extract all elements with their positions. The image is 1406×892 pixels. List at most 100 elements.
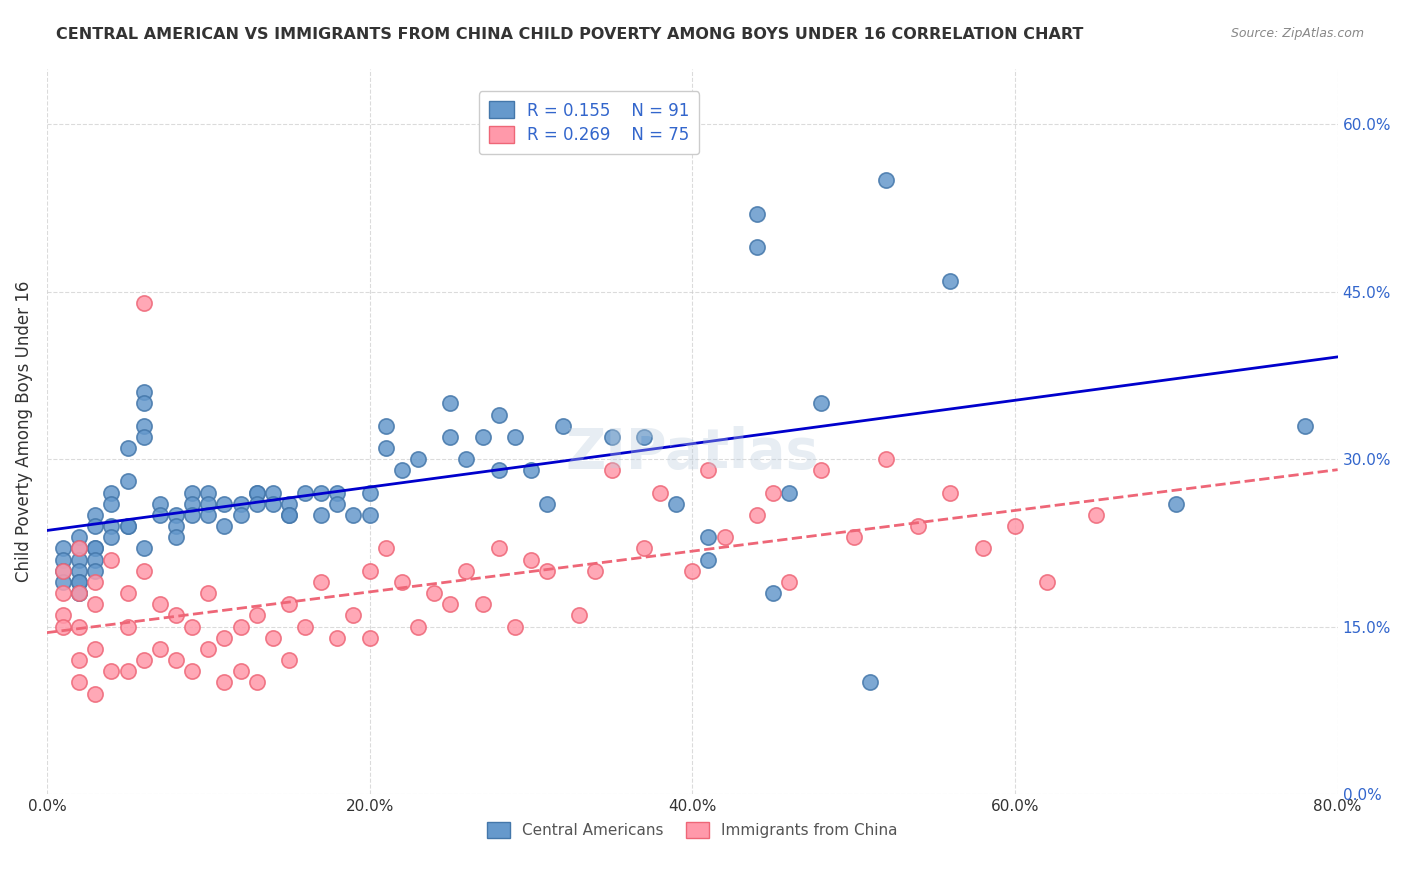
Point (67, 675, 90, 690)
Point (697, 552, 720, 566)
Point (406, 452, 429, 467)
Point (149, 597, 172, 611)
Point (117, 586, 139, 600)
Point (1166, 497, 1188, 511)
Point (406, 619, 429, 633)
Point (84, 508, 107, 522)
Point (181, 497, 204, 511)
Point (67, 552, 90, 566)
Point (875, 173, 897, 187)
Point (1084, 508, 1107, 522)
Point (67, 619, 90, 633)
Point (165, 519, 187, 533)
Point (181, 485, 204, 500)
Point (536, 564, 558, 578)
Point (214, 519, 236, 533)
Point (52, 608, 75, 623)
Point (246, 608, 269, 623)
Point (745, 508, 768, 522)
Point (600, 463, 623, 477)
Point (762, 586, 785, 600)
Point (277, 497, 299, 511)
Point (456, 452, 478, 467)
Point (117, 441, 139, 455)
Point (84, 519, 107, 533)
Point (67, 541, 90, 556)
Point (67, 586, 90, 600)
Point (214, 497, 236, 511)
Point (939, 274, 962, 288)
Point (1294, 418, 1316, 433)
Text: CENTRAL AMERICAN VS IMMIGRANTS FROM CHINA CHILD POVERTY AMONG BOYS UNDER 16 CORR: CENTRAL AMERICAN VS IMMIGRANTS FROM CHIN… (56, 27, 1084, 42)
Point (100, 519, 122, 533)
Point (488, 463, 510, 477)
Point (132, 296, 155, 310)
Point (132, 396, 155, 410)
Point (132, 541, 155, 556)
Point (697, 463, 720, 477)
Point (633, 430, 655, 444)
Text: ZIPatlas: ZIPatlas (565, 426, 820, 480)
Point (520, 463, 543, 477)
Point (181, 665, 204, 679)
Point (648, 485, 671, 500)
Point (277, 508, 299, 522)
Point (197, 641, 219, 656)
Point (246, 485, 269, 500)
Point (439, 396, 461, 410)
Point (165, 508, 187, 522)
Point (117, 519, 139, 533)
Point (309, 508, 332, 522)
Point (294, 619, 316, 633)
Point (84, 564, 107, 578)
Point (488, 541, 510, 556)
Point (713, 530, 735, 544)
Point (294, 485, 316, 500)
Point (423, 586, 446, 600)
Point (439, 597, 461, 611)
Point (197, 508, 219, 522)
Point (778, 485, 800, 500)
Point (309, 574, 332, 589)
Point (52, 619, 75, 633)
Point (277, 508, 299, 522)
Point (665, 497, 688, 511)
Point (67, 530, 90, 544)
Point (762, 485, 785, 500)
Point (520, 552, 543, 566)
Point (246, 675, 269, 690)
Point (100, 497, 122, 511)
Point (326, 497, 349, 511)
Point (132, 418, 155, 433)
Point (132, 385, 155, 400)
Point (117, 619, 139, 633)
Point (585, 564, 607, 578)
Point (149, 641, 172, 656)
Point (84, 687, 107, 701)
Point (859, 675, 882, 690)
Point (165, 653, 187, 667)
Point (84, 574, 107, 589)
Point (810, 396, 832, 410)
Point (246, 485, 269, 500)
Point (214, 675, 236, 690)
Point (326, 631, 349, 645)
Point (568, 608, 591, 623)
Point (262, 497, 284, 511)
Point (471, 430, 494, 444)
Point (52, 574, 75, 589)
Y-axis label: Child Poverty Among Boys Under 16: Child Poverty Among Boys Under 16 (15, 281, 32, 582)
Point (229, 497, 252, 511)
Point (875, 452, 897, 467)
Point (67, 574, 90, 589)
Point (536, 497, 558, 511)
Point (1036, 574, 1059, 589)
Point (67, 653, 90, 667)
Point (262, 631, 284, 645)
Point (681, 564, 703, 578)
Point (359, 508, 381, 522)
Point (84, 541, 107, 556)
Point (359, 564, 381, 578)
Point (84, 597, 107, 611)
Point (1004, 519, 1026, 533)
